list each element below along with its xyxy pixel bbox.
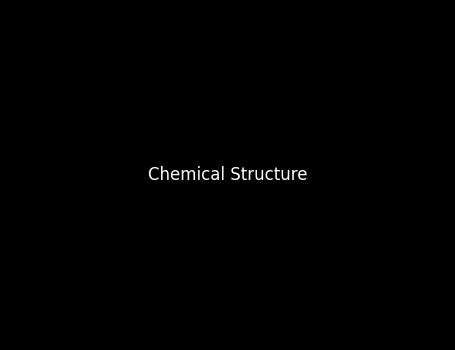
Text: Chemical Structure: Chemical Structure [148, 166, 307, 184]
